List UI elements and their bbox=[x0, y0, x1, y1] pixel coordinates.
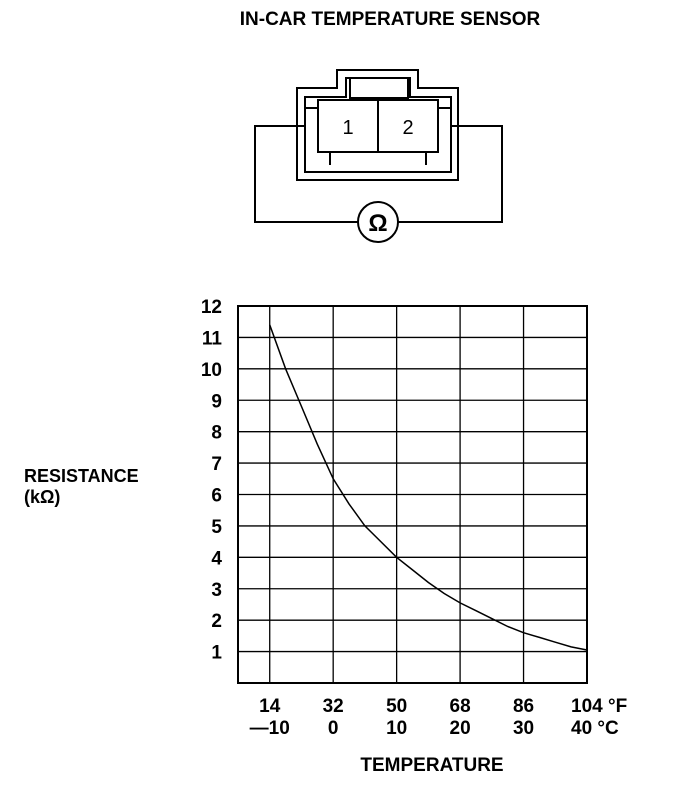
x-tick-label-fahrenheit: 68 bbox=[450, 696, 471, 717]
y-tick-label: 3 bbox=[211, 580, 222, 601]
x-tick-label-fahrenheit: 86 bbox=[513, 696, 534, 717]
test-lead-right bbox=[398, 125, 503, 223]
x-axis-label: TEMPERATURE bbox=[360, 755, 503, 776]
connector-housing-outline bbox=[296, 69, 459, 181]
connector-lock-bar bbox=[349, 77, 409, 99]
x-tick-label-celsius: 20 bbox=[450, 718, 471, 739]
connector-diagram bbox=[254, 69, 503, 243]
terminal-2-label: 2 bbox=[402, 117, 413, 139]
y-axis-label-line2: (kΩ) bbox=[24, 487, 60, 507]
diagram-title: IN-CAR TEMPERATURE SENSOR bbox=[240, 9, 541, 30]
connector-cavity-2 bbox=[377, 99, 439, 153]
x-tick-label-fahrenheit: 104 °F bbox=[571, 696, 627, 717]
y-axis-label-line1: RESISTANCE bbox=[24, 466, 139, 486]
test-lead-left bbox=[254, 125, 358, 223]
x-tick-label-fahrenheit: 50 bbox=[386, 696, 407, 717]
y-tick-label: 10 bbox=[201, 360, 222, 381]
x-tick-label-celsius: 10 bbox=[386, 718, 407, 739]
y-tick-label: 6 bbox=[211, 486, 222, 507]
y-tick-label: 5 bbox=[211, 517, 222, 538]
chart-grid bbox=[238, 306, 587, 683]
x-tick-label-celsius: 0 bbox=[328, 718, 339, 739]
x-tick-label-fahrenheit: 14 bbox=[259, 696, 281, 717]
resistance-curve bbox=[268, 324, 588, 651]
y-tick-label: 12 bbox=[201, 297, 222, 318]
plot-frame bbox=[237, 305, 588, 684]
y-tick-label: 2 bbox=[211, 611, 222, 632]
ohmmeter-icon bbox=[357, 201, 399, 243]
x-tick-label-celsius: 40 °C bbox=[571, 718, 619, 739]
terminal-1-label: 1 bbox=[342, 117, 353, 139]
x-tick-label-celsius: —10 bbox=[250, 718, 290, 739]
connector-housing-inner bbox=[304, 77, 452, 173]
y-tick-label: 8 bbox=[211, 423, 222, 444]
y-tick-label: 4 bbox=[211, 548, 222, 569]
ohm-symbol: Ω bbox=[368, 210, 387, 237]
y-tick-label: 1 bbox=[211, 643, 222, 664]
y-tick-label: 11 bbox=[202, 328, 223, 349]
y-tick-label: 7 bbox=[211, 454, 222, 475]
y-tick-label: 9 bbox=[211, 391, 222, 412]
x-tick-label-fahrenheit: 32 bbox=[323, 696, 344, 717]
x-tick-label-celsius: 30 bbox=[513, 718, 534, 739]
